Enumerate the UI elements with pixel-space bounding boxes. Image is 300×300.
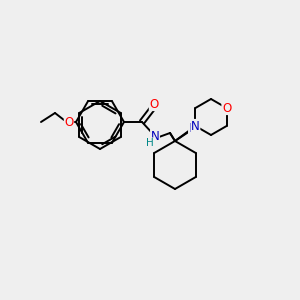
Text: N: N <box>151 130 159 142</box>
Text: O: O <box>149 98 159 110</box>
Text: H: H <box>146 138 154 148</box>
Text: N: N <box>189 122 197 136</box>
Text: O: O <box>222 101 231 115</box>
Text: N: N <box>191 119 200 133</box>
Text: O: O <box>64 116 74 128</box>
